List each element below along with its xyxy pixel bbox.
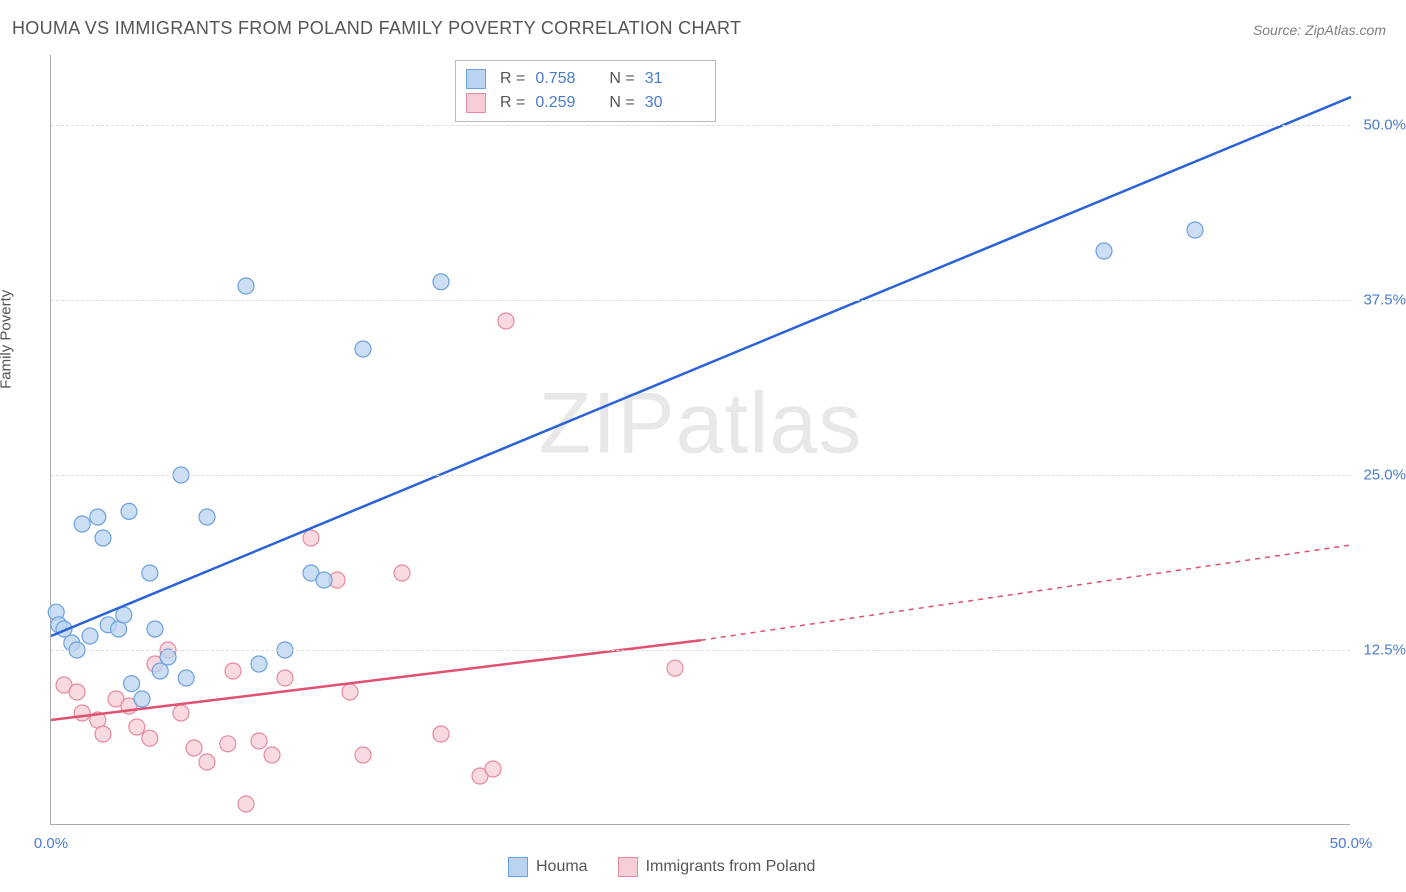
gridline [51, 650, 1350, 651]
data-point [238, 278, 254, 294]
data-point [199, 754, 215, 770]
data-point [251, 733, 267, 749]
stats-legend: R = 0.758 N = 31 R = 0.259 N = 30 [455, 60, 716, 122]
n-value-houma: 31 [645, 70, 705, 88]
data-point [355, 747, 371, 763]
stats-row-poland: R = 0.259 N = 30 [466, 91, 705, 115]
data-point [121, 503, 137, 519]
data-point [251, 656, 267, 672]
r-value-poland: 0.259 [535, 94, 595, 112]
data-point [303, 530, 319, 546]
data-point [147, 621, 163, 637]
data-point [264, 747, 280, 763]
y-tick-label: 50.0% [1363, 117, 1406, 134]
r-label: R = [500, 70, 525, 88]
data-point [129, 719, 145, 735]
trend-line [701, 545, 1351, 640]
data-point [355, 341, 371, 357]
r-value-houma: 0.758 [535, 70, 595, 88]
legend-label-poland: Immigrants from Poland [646, 858, 816, 876]
data-point [95, 726, 111, 742]
n-label: N = [609, 70, 634, 88]
n-label: N = [609, 94, 634, 112]
gridline [51, 300, 1350, 301]
data-point [225, 663, 241, 679]
swatch-poland [618, 857, 638, 877]
y-tick-label: 12.5% [1363, 642, 1406, 659]
chart-title: HOUMA VS IMMIGRANTS FROM POLAND FAMILY P… [12, 18, 741, 39]
data-point [238, 796, 254, 812]
series-legend: Houma Immigrants from Poland [508, 857, 815, 877]
data-point [74, 516, 90, 532]
data-point [142, 565, 158, 581]
swatch-poland [466, 93, 486, 113]
data-point [160, 649, 176, 665]
data-point [173, 705, 189, 721]
gridline [51, 125, 1350, 126]
data-point [1187, 222, 1203, 238]
swatch-houma [508, 857, 528, 877]
data-point [199, 509, 215, 525]
y-axis-label: Family Poverty [0, 290, 15, 389]
data-point [433, 726, 449, 742]
data-point [90, 509, 106, 525]
trend-line [51, 97, 1351, 636]
data-point [667, 660, 683, 676]
data-point [124, 676, 140, 692]
data-point [74, 705, 90, 721]
data-point [95, 530, 111, 546]
legend-item-poland: Immigrants from Poland [618, 857, 816, 877]
data-point [1096, 243, 1112, 259]
source-attribution: Source: ZipAtlas.com [1253, 22, 1386, 38]
data-point [485, 761, 501, 777]
legend-label-houma: Houma [536, 858, 588, 876]
y-tick-label: 25.0% [1363, 467, 1406, 484]
stats-row-houma: R = 0.758 N = 31 [466, 67, 705, 91]
swatch-houma [466, 69, 486, 89]
data-point [342, 684, 358, 700]
data-point [394, 565, 410, 581]
data-point [498, 313, 514, 329]
data-point [82, 628, 98, 644]
r-label: R = [500, 94, 525, 112]
data-point [152, 663, 168, 679]
chart-svg [51, 55, 1350, 824]
gridline [51, 475, 1350, 476]
data-point [178, 670, 194, 686]
x-tick-label: 50.0% [1330, 835, 1373, 852]
data-point [134, 691, 150, 707]
data-point [69, 684, 85, 700]
n-value-poland: 30 [645, 94, 705, 112]
data-point [220, 736, 236, 752]
y-tick-label: 37.5% [1363, 292, 1406, 309]
data-point [316, 572, 332, 588]
data-point [433, 274, 449, 290]
legend-item-houma: Houma [508, 857, 588, 877]
trend-line [51, 640, 701, 720]
plot-area: ZIPatlas 12.5%25.0%37.5%50.0%0.0%50.0% [50, 55, 1350, 825]
x-tick-label: 0.0% [34, 835, 68, 852]
data-point [186, 740, 202, 756]
data-point [277, 670, 293, 686]
data-point [142, 730, 158, 746]
chart-container: HOUMA VS IMMIGRANTS FROM POLAND FAMILY P… [0, 0, 1406, 892]
